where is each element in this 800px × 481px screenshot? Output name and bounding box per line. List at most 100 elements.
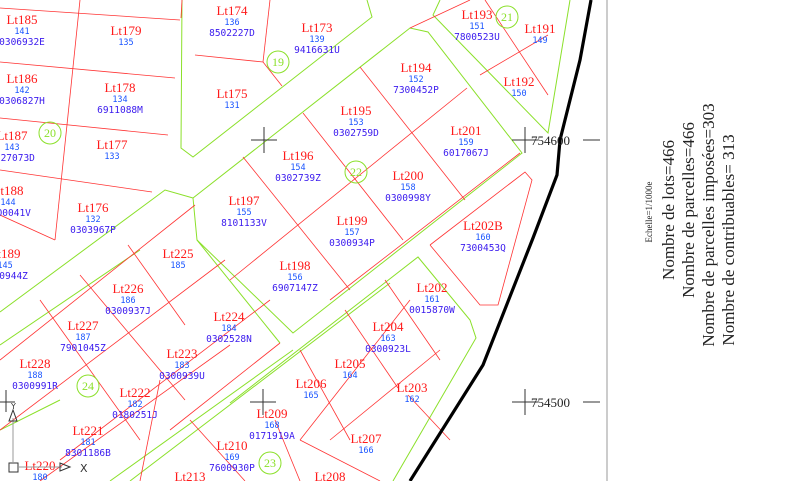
lot-boundary: [484, 0, 549, 96]
road-edge: [432, 0, 571, 135]
lot-number: 163: [380, 334, 395, 344]
taxpayer-id: 8502227D: [209, 28, 255, 39]
lot-name: Lt224: [213, 309, 245, 324]
lot-lt213[interactable]: Lt213: [174, 469, 205, 481]
lot-lt187[interactable]: Lt1871430327073D: [0, 128, 35, 164]
taxpayer-id: 7901045Z: [60, 343, 106, 354]
taxpayer-id: 0300934P: [329, 238, 375, 249]
lot-lt188[interactable]: Lt1881440300041V: [0, 183, 31, 219]
lot-name: Lt223: [166, 346, 197, 361]
grid-crosshairs: [250, 127, 538, 415]
taxpayer-id: 0300998Y: [385, 193, 431, 204]
grid-coordinate-754600: 754600: [531, 133, 570, 148]
lot-number: 153: [348, 118, 363, 128]
lot-name: Lt174: [216, 3, 248, 18]
road-edge: [229, 256, 477, 481]
block-marker-circle: [258, 451, 282, 475]
road-edge: [196, 239, 281, 344]
lot-name: Lt175: [216, 86, 247, 101]
lot-name: Lt220: [24, 458, 55, 473]
lot-lt189[interactable]: Lt1891450300944Z: [0, 246, 28, 282]
lot-boundary: [299, 299, 411, 441]
lot-name: Lt203: [396, 380, 427, 395]
lot-boundary: [127, 244, 186, 326]
lot-number: 141: [14, 27, 29, 37]
lot-name: Lt186: [6, 71, 38, 86]
block-number: 24: [82, 379, 94, 393]
lot-boundary: [0, 117, 169, 136]
ucs-y-label: Y: [10, 402, 16, 411]
taxpayer-id: 8101133V: [221, 218, 267, 229]
lot-number: 165: [303, 391, 318, 401]
lot-boundary: [54, 0, 81, 241]
taxpayer-id: 0300041V: [0, 208, 31, 219]
lot-name: Lt226: [112, 281, 144, 296]
lot-name: Lt194: [400, 60, 432, 75]
lot-number: 159: [458, 138, 473, 148]
lot-number: 136: [224, 18, 239, 28]
lot-name: Lt176: [77, 200, 109, 215]
taxpayer-id: 7600930P: [209, 463, 255, 474]
lot-number: 132: [85, 215, 100, 225]
lot-number: 131: [224, 101, 239, 111]
lot-lt208[interactable]: Lt208: [314, 469, 345, 481]
taxpayer-id: 9416631U: [294, 45, 340, 56]
taxpayer-id: 6911088M: [97, 105, 143, 116]
lot-name: Lt195: [340, 103, 371, 118]
lot-name: Lt196: [282, 148, 314, 163]
road-edge: [0, 249, 141, 346]
lot-number: 161: [424, 295, 439, 305]
lot-boundary: [59, 299, 271, 461]
block-number: 19: [272, 55, 284, 69]
lot-boundary: [39, 299, 141, 441]
taxpayer-id: 0327073D: [0, 153, 35, 164]
block-marker-circle: [344, 160, 368, 184]
taxpayer-id: 7800523U: [454, 32, 500, 43]
block-marker-circle: [266, 50, 290, 74]
lot-boundary: [262, 61, 283, 87]
lot-boundary: [169, 342, 281, 431]
lot-number: 187: [75, 333, 90, 343]
lot-name: Lt185: [6, 12, 37, 27]
